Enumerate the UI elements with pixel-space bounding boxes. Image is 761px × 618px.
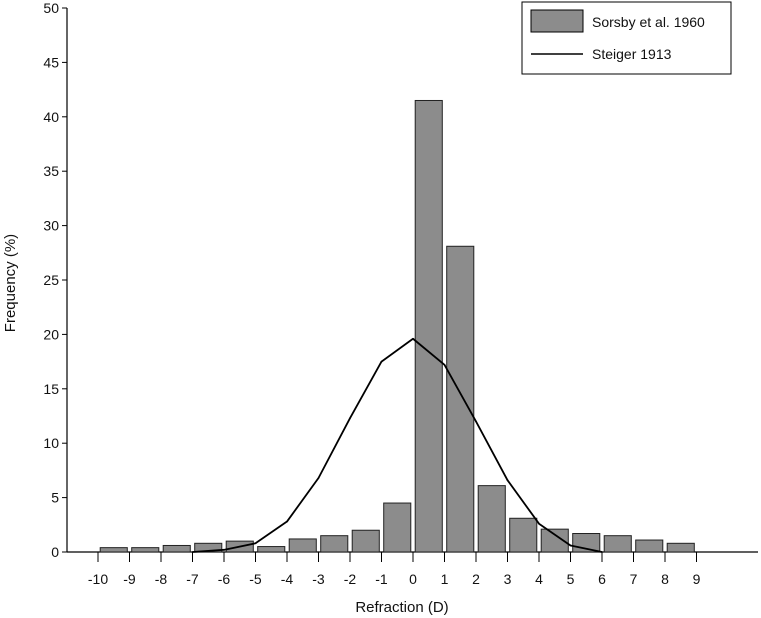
bar <box>131 547 160 553</box>
x-tick-label: 8 <box>661 571 669 587</box>
bar <box>666 542 695 553</box>
bar-series <box>99 99 695 553</box>
bar <box>414 99 443 553</box>
steiger-curve <box>192 337 603 553</box>
line-point <box>412 337 414 340</box>
bar <box>635 539 664 553</box>
line-point <box>506 479 509 481</box>
x-tick-label: 4 <box>535 571 543 587</box>
y-tick-label: 25 <box>43 272 59 288</box>
bar <box>383 502 412 553</box>
x-tick-label: 6 <box>598 571 606 587</box>
x-tick-label: 0 <box>409 571 417 587</box>
x-tick-label: -9 <box>123 571 136 587</box>
line-point <box>569 544 572 547</box>
x-tick-label: 7 <box>630 571 638 587</box>
y-tick-label: 15 <box>43 381 59 397</box>
bar <box>288 538 317 553</box>
y-tick-label: 0 <box>51 544 59 560</box>
x-tick-label: 2 <box>472 571 480 587</box>
x-tick-label: 3 <box>504 571 512 587</box>
x-tick-label: -10 <box>88 571 108 587</box>
x-tick-label: -2 <box>344 571 357 587</box>
y-tick-label: 30 <box>43 218 59 234</box>
line-point <box>223 549 225 551</box>
legend-swatch-bar <box>530 9 584 33</box>
line-point <box>349 417 351 419</box>
line-point <box>317 477 320 479</box>
bar <box>540 528 569 553</box>
bar <box>603 535 632 553</box>
x-axis-ticks: -10 -9 -8 -7 -6 -5 -4 -3 -2 -1 0 1 2 3 4 5 6 7 8 9 <box>88 552 701 587</box>
line-point <box>475 420 477 423</box>
y-axis-title: Frequency (%) <box>2 234 19 332</box>
x-tick-label: -3 <box>312 571 325 587</box>
x-tick-label: 1 <box>441 571 449 587</box>
y-axis-ticks: 0 5 10 15 20 25 30 35 40 45 50 <box>43 0 67 560</box>
y-tick-label: 20 <box>43 326 59 342</box>
x-tick-label: 5 <box>567 571 575 587</box>
line-point <box>380 360 383 363</box>
bar <box>446 245 475 553</box>
x-tick-label: -5 <box>249 571 262 587</box>
y-tick-label: 40 <box>43 109 59 125</box>
bar <box>477 485 506 553</box>
line-point <box>443 364 446 366</box>
line-point <box>254 542 257 545</box>
legend: Sorsby et al. 1960 Steiger 1913 <box>521 1 732 75</box>
bar <box>351 529 380 553</box>
x-tick-label: -4 <box>281 571 294 587</box>
bar <box>257 546 286 553</box>
y-tick-label: 50 <box>43 0 59 16</box>
bar <box>162 544 191 553</box>
y-tick-label: 5 <box>51 490 59 506</box>
bar <box>320 535 349 553</box>
x-tick-label: -8 <box>155 571 168 587</box>
bar <box>509 517 538 553</box>
axes <box>66 8 758 553</box>
line-point <box>286 520 288 523</box>
bar <box>194 542 223 553</box>
y-tick-label: 45 <box>43 54 59 70</box>
x-axis-title: Refraction (D) <box>355 599 448 616</box>
line-point <box>538 522 540 525</box>
legend-label-sorsby: Sorsby et al. 1960 <box>592 14 705 30</box>
x-tick-label: -1 <box>375 571 388 587</box>
x-tick-label: -6 <box>218 571 231 587</box>
x-tick-label: -7 <box>186 571 199 587</box>
x-tick-label: 9 <box>693 571 701 587</box>
y-tick-label: 35 <box>43 163 59 179</box>
legend-label-steiger: Steiger 1913 <box>592 46 672 62</box>
y-tick-label: 10 <box>43 435 59 451</box>
bar <box>99 547 128 553</box>
